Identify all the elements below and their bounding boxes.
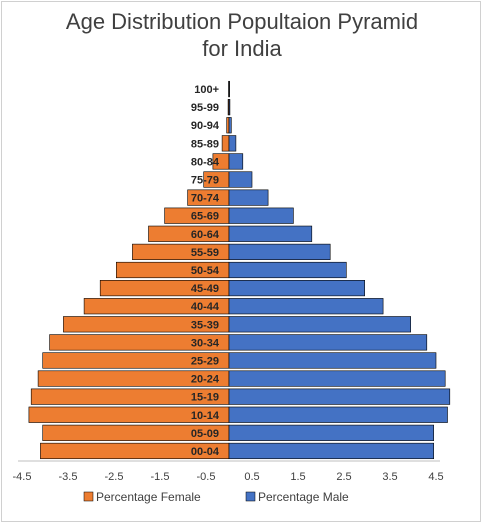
bar-male-05-09	[228, 424, 434, 441]
category-label: 40-44	[191, 301, 220, 313]
bar-female-90-94	[226, 117, 230, 134]
category-labels: 00-04 05-09 10-14 15-19 20-24 25-29 30-34 35-39…	[191, 84, 220, 458]
bar-male-00-04	[228, 442, 434, 460]
bar-male-85-89	[228, 135, 237, 152]
legend-swatch-male	[245, 491, 256, 502]
bar-male-70-74	[228, 189, 269, 206]
category-label: 60-64	[191, 229, 220, 241]
category-label: 55-59	[191, 247, 219, 259]
bar-male-60-64	[228, 225, 313, 242]
category-label: 15-19	[191, 392, 219, 404]
bar-male-90-94	[228, 117, 232, 134]
x-tick-label: 0.5	[244, 471, 259, 483]
bar-male-20-24	[228, 370, 446, 387]
bar-male-95-99	[228, 99, 231, 116]
category-label: 25-29	[191, 355, 219, 367]
category-label: 70-74	[191, 193, 220, 205]
category-label: 65-69	[191, 211, 219, 223]
category-label: 75-79	[191, 175, 219, 187]
bar-male-75-79	[228, 171, 253, 188]
category-label: 20-24	[191, 374, 220, 386]
x-tick-labels: -4.5 -3.5 -2.5 -1.5 -0.5 0.5 1.5 2.5 3.5 4.5	[13, 471, 444, 483]
x-tick-label: -4.5	[13, 471, 32, 483]
chart-title-line-2: for India	[202, 36, 282, 61]
legend-label-female: Percentage Female	[96, 490, 201, 504]
bar-male-10-14	[228, 406, 448, 423]
bar-male-100plus	[228, 80, 230, 98]
category-label: 90-94	[191, 120, 220, 132]
chart-title-line-1: Age Distribution Popultaion Pyramid	[65, 9, 419, 34]
category-label: 35-39	[191, 319, 219, 331]
legend-swatch-female	[83, 491, 94, 502]
category-label: 00-04	[191, 446, 220, 458]
x-tick-label: -0.5	[197, 471, 216, 483]
x-tick-label: -1.5	[151, 471, 170, 483]
bar-male-65-69	[228, 207, 294, 224]
x-tick-label: 4.5	[428, 471, 443, 483]
category-label: 10-14	[191, 410, 220, 422]
category-label: 05-09	[191, 428, 219, 440]
chart-title: Age Distribution Popultaion Pyramid for …	[0, 8, 484, 62]
category-label: 85-89	[191, 138, 219, 150]
bar-male-15-19	[228, 388, 451, 405]
x-tick-label: 2.5	[336, 471, 351, 483]
category-label: 100+	[194, 84, 219, 96]
legend: Percentage Female Percentage Male	[83, 490, 349, 504]
category-label: 95-99	[191, 102, 219, 114]
bar-male-80-84	[228, 153, 244, 170]
legend-label-male: Percentage Male	[258, 490, 349, 504]
x-tick-label: 1.5	[290, 471, 305, 483]
category-label: 80-84	[191, 156, 220, 168]
x-tick-label: 3.5	[382, 471, 397, 483]
bar-male-35-39	[228, 316, 411, 333]
bar-male-45-49	[228, 280, 365, 297]
bar-male-30-34	[228, 334, 428, 351]
bar-male-40-44	[228, 298, 384, 315]
x-tick-label: -2.5	[105, 471, 124, 483]
bar-male-25-29	[228, 352, 437, 369]
category-label: 45-49	[191, 283, 219, 295]
bars-group	[28, 80, 451, 460]
x-tick-label: -3.5	[59, 471, 78, 483]
bar-male-50-54	[228, 261, 347, 279]
category-label: 30-34	[191, 337, 220, 349]
bar-male-55-59	[228, 243, 331, 260]
category-label: 50-54	[191, 265, 220, 277]
bar-female-85-89	[221, 135, 230, 152]
